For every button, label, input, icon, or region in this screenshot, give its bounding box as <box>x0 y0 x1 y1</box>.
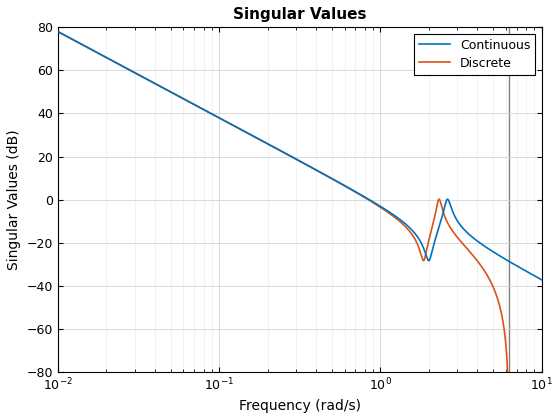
Continuous <box>239 128 246 133</box>
Continuous <box>344 185 351 190</box>
Continuous <box>142 76 149 81</box>
Discrete <box>125 67 132 72</box>
Legend: Continuous, Discrete: Continuous, Discrete <box>414 34 535 74</box>
Discrete <box>464 246 470 251</box>
Line: Continuous: Continuous <box>58 32 542 280</box>
Discrete <box>271 145 278 150</box>
Continuous <box>416 236 422 241</box>
Continuous <box>452 215 459 220</box>
Discrete <box>213 113 220 118</box>
Discrete <box>259 138 265 143</box>
Line: Discrete: Discrete <box>58 32 509 420</box>
X-axis label: Frequency (rad/s): Frequency (rad/s) <box>239 399 361 413</box>
Continuous <box>369 199 376 204</box>
Discrete <box>213 114 220 119</box>
Y-axis label: Singular Values (dB): Singular Values (dB) <box>7 129 21 270</box>
Title: Singular Values: Singular Values <box>233 7 366 22</box>
Continuous <box>54 29 61 34</box>
Continuous <box>538 277 545 282</box>
Discrete <box>54 29 61 34</box>
